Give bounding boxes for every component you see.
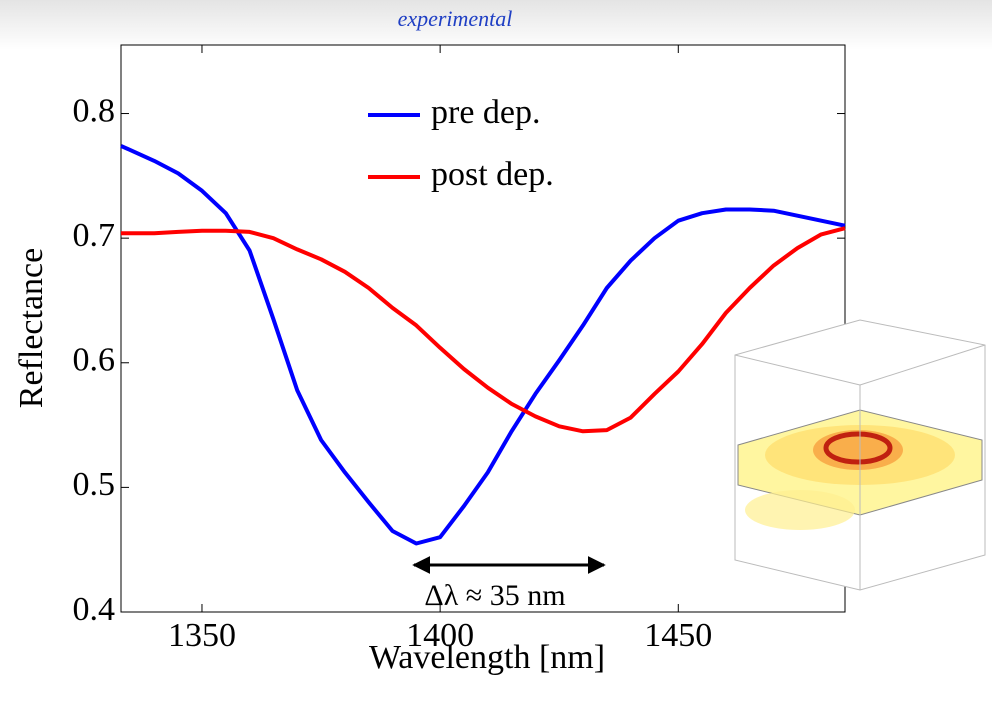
y-axis-label: Reflectance [13,248,50,408]
slide-band [0,0,992,50]
legend-label: pre dep. [431,94,541,131]
y-tick-label: 0.8 [73,92,116,129]
y-tick-label: 0.5 [73,466,116,503]
legend-label: post dep. [431,156,554,193]
x-axis-label: Wavelength [nm] [369,639,605,676]
x-tick-label: 1450 [644,617,712,654]
series-line [120,144,846,546]
series-line [121,226,846,434]
annotation: Δλ ≈ 35 nm [424,579,565,612]
plot-area [120,44,846,613]
inset-3d-image [734,319,986,591]
chart-title: experimental [398,6,513,31]
y-tick-label: 0.4 [73,591,116,628]
x-tick-label: 1350 [168,617,236,654]
x-tick-label: 1400 [406,617,474,654]
y-tick-label: 0.6 [73,342,116,379]
y-tick-label: 0.7 [73,217,116,254]
